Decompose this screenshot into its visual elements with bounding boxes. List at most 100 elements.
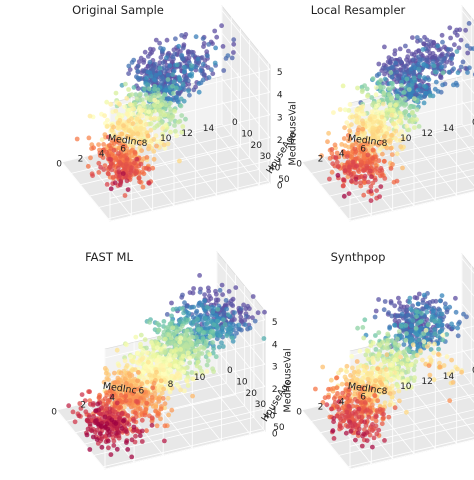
scatter-point [361, 363, 367, 369]
scatter-point [93, 418, 98, 424]
scatter-point [165, 395, 171, 401]
scatter-point [158, 363, 164, 368]
scatter-point [185, 350, 191, 356]
x-tick-label: 10 [400, 382, 412, 392]
scatter-point [173, 36, 178, 42]
scatter-point [392, 135, 398, 141]
scatter-point [169, 407, 175, 413]
x-tick-label: 10 [400, 134, 412, 144]
scatter-point [440, 82, 445, 88]
scatter-point [333, 155, 339, 160]
y-tick-label: 40 [269, 164, 281, 174]
scatter-point [376, 297, 381, 302]
scatter-point [175, 371, 180, 376]
scatter-point [157, 70, 163, 76]
scatter-point [245, 303, 251, 309]
scatter-point [375, 129, 381, 134]
scatter-point [157, 103, 163, 109]
scatter-point [424, 57, 430, 63]
scatter-point [200, 36, 206, 41]
scatter-point [180, 81, 186, 87]
scatter-point [340, 390, 345, 396]
x-tick-label: 12 [181, 129, 192, 139]
scatter-point [340, 83, 346, 89]
scatter-point [369, 95, 375, 100]
scatter-point [373, 308, 379, 314]
scatter-point [187, 360, 193, 366]
scatter-point [133, 433, 138, 439]
scatter-point [126, 63, 132, 69]
x-tick-label: 2 [318, 154, 324, 164]
scatter-point [255, 310, 261, 316]
chart-title: Original Sample [72, 3, 164, 17]
scatter-point [126, 128, 132, 134]
scatter-point [116, 411, 121, 417]
scatter-point [163, 326, 169, 331]
scatter-point [196, 81, 202, 86]
scatter-point [99, 137, 105, 143]
scatter-point [455, 366, 460, 372]
scatter-point [436, 346, 441, 352]
scatter-point [191, 286, 197, 291]
scatter-point [355, 399, 360, 404]
scatter-point [161, 142, 167, 148]
scatter-point [452, 30, 458, 35]
scatter-point [186, 88, 191, 94]
scatter-point [159, 390, 165, 396]
scatter-point [365, 141, 370, 147]
scatter-point [361, 192, 367, 198]
scatter-point [354, 163, 359, 169]
scatter-point [142, 86, 147, 92]
scatter-point [406, 48, 411, 54]
scatter-point [171, 90, 176, 96]
scatter-point [190, 393, 196, 399]
scatter-point [464, 43, 470, 49]
scatter-point [221, 68, 227, 73]
scatter-point [372, 314, 378, 320]
scatter-point [124, 111, 130, 117]
scatter-point [441, 363, 447, 368]
scatter-point [436, 351, 441, 357]
scatter-point [384, 341, 390, 347]
scatter-point [213, 297, 219, 303]
scatter-point [378, 165, 384, 171]
scatter-point [220, 44, 226, 49]
scatter-point [108, 186, 114, 192]
scatter-point [173, 343, 179, 348]
scatter-point [402, 64, 407, 69]
scatter-point [117, 118, 123, 123]
scatter-point [160, 126, 166, 131]
scatter-point [187, 355, 193, 361]
scatter-point [145, 69, 151, 75]
scatter-point [146, 86, 152, 92]
scatter-point [160, 60, 166, 66]
scatter-point [117, 416, 122, 421]
scatter-point [347, 164, 352, 170]
scatter-point [156, 327, 162, 333]
scatter-point [186, 55, 192, 61]
scatter-point [329, 406, 334, 412]
scatter-point [184, 328, 190, 334]
scatter-point [408, 306, 414, 312]
scatter-point [144, 350, 150, 356]
scatter-point [335, 164, 341, 170]
scatter-point [161, 319, 167, 324]
scatter-point [146, 146, 151, 152]
scatter-point [404, 331, 409, 336]
scatter-point [370, 125, 376, 131]
scatter-point [172, 123, 177, 128]
grid-line [329, 161, 474, 197]
scatter-point [98, 164, 103, 170]
scatter-point [396, 295, 401, 301]
scatter-point [122, 104, 127, 110]
scatter-point [102, 396, 108, 401]
scatter-point [384, 145, 390, 151]
scatter-point [353, 180, 359, 186]
scatter-point [329, 169, 335, 175]
scatter-point [127, 161, 133, 167]
scatter-point [447, 25, 453, 31]
scatter-point [172, 51, 178, 57]
scatter-point [370, 360, 376, 365]
scatter-point [105, 438, 111, 444]
